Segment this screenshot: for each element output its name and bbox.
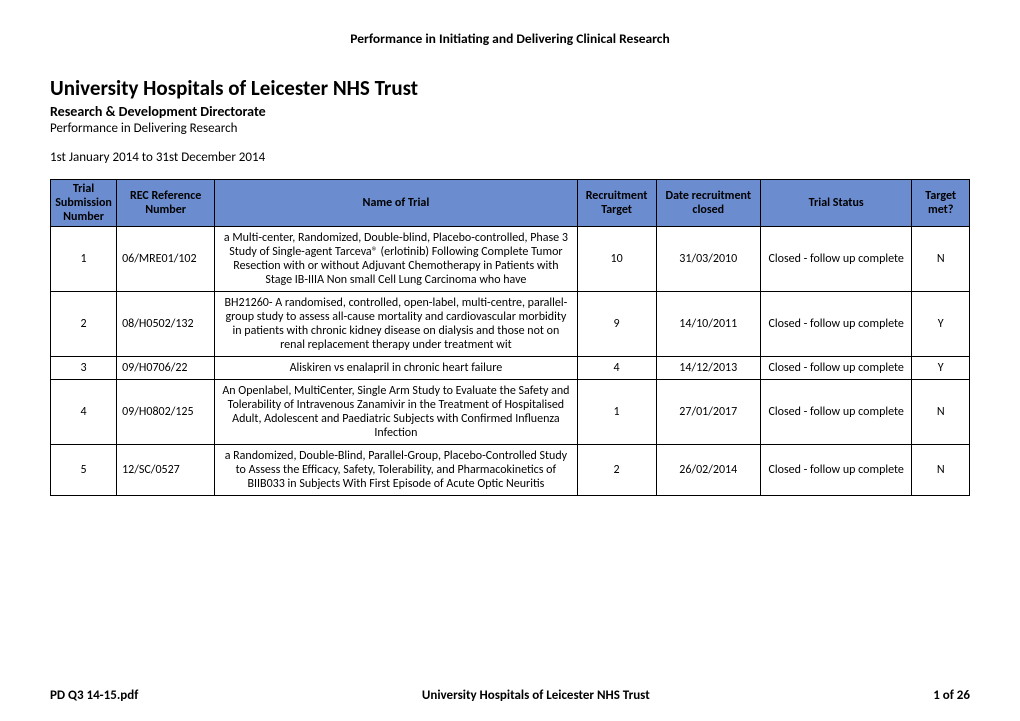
- cell-rec: 06/MRE01/102: [117, 227, 215, 292]
- col-recruitment-target: Recruitment Target: [577, 180, 656, 227]
- cell-met: Y: [912, 357, 970, 380]
- cell-num: 5: [51, 445, 117, 496]
- cell-target: 10: [577, 227, 656, 292]
- table-row: 2 08/H0502/132 BH21260- A randomised, co…: [51, 292, 970, 357]
- cell-trial-name: Aliskiren vs enalapril in chronic heart …: [215, 357, 577, 380]
- cell-num: 3: [51, 357, 117, 380]
- cell-rec: 09/H0802/125: [117, 380, 215, 445]
- cell-date: 14/12/2013: [656, 357, 760, 380]
- date-range: 1st January 2014 to 31st December 2014: [50, 150, 970, 165]
- sub-subtitle: Performance in Delivering Research: [50, 121, 970, 136]
- table-row: 3 09/H0706/22 Aliskiren vs enalapril in …: [51, 357, 970, 380]
- cell-trial-name: a Multi-center, Randomized, Double-blind…: [215, 227, 577, 292]
- cell-trial-name: An Openlabel, MultiCenter, Single Arm St…: [215, 380, 577, 445]
- table-row: 1 06/MRE01/102 a Multi-center, Randomize…: [51, 227, 970, 292]
- cell-met: N: [912, 445, 970, 496]
- trials-table: Trial Submission Number REC Reference Nu…: [50, 179, 970, 496]
- cell-date: 14/10/2011: [656, 292, 760, 357]
- cell-status: Closed - follow up complete: [761, 292, 912, 357]
- table-header-row: Trial Submission Number REC Reference Nu…: [51, 180, 970, 227]
- col-target-met: Target met?: [912, 180, 970, 227]
- cell-status: Closed - follow up complete: [761, 445, 912, 496]
- cell-target: 9: [577, 292, 656, 357]
- cell-status: Closed - follow up complete: [761, 357, 912, 380]
- cell-date: 31/03/2010: [656, 227, 760, 292]
- cell-met: N: [912, 380, 970, 445]
- cell-trial-name: a Randomized, Double-Blind, Parallel-Gro…: [215, 445, 577, 496]
- cell-num: 4: [51, 380, 117, 445]
- cell-num: 2: [51, 292, 117, 357]
- subtitle: Research & Development Directorate: [50, 103, 970, 120]
- cell-date: 27/01/2017: [656, 380, 760, 445]
- cell-target: 4: [577, 357, 656, 380]
- col-name-of-trial: Name of Trial: [215, 180, 577, 227]
- col-trial-number: Trial Submission Number: [51, 180, 117, 227]
- cell-met: N: [912, 227, 970, 292]
- cell-status: Closed - follow up complete: [761, 380, 912, 445]
- col-date-closed: Date recruitment closed: [656, 180, 760, 227]
- table-row: 5 12/SC/0527 a Randomized, Double-Blind,…: [51, 445, 970, 496]
- cell-met: Y: [912, 292, 970, 357]
- cell-date: 26/02/2014: [656, 445, 760, 496]
- footer-org: University Hospitals of Leicester NHS Tr…: [422, 688, 650, 703]
- cell-rec: 12/SC/0527: [117, 445, 215, 496]
- document-page: Performance in Initiating and Delivering…: [0, 0, 1020, 721]
- col-rec-reference: REC Reference Number: [117, 180, 215, 227]
- footer-filename: PD Q3 14-15.pdf: [50, 688, 138, 703]
- cell-rec: 09/H0706/22: [117, 357, 215, 380]
- col-trial-status: Trial Status: [761, 180, 912, 227]
- main-title: University Hospitals of Leicester NHS Tr…: [50, 75, 970, 101]
- cell-trial-name: BH21260- A randomised, controlled, open-…: [215, 292, 577, 357]
- cell-num: 1: [51, 227, 117, 292]
- cell-rec: 08/H0502/132: [117, 292, 215, 357]
- footer-page-number: 1 of 26: [933, 688, 970, 703]
- document-header: Performance in Initiating and Delivering…: [50, 30, 970, 47]
- table-row: 4 09/H0802/125 An Openlabel, MultiCenter…: [51, 380, 970, 445]
- cell-target: 2: [577, 445, 656, 496]
- cell-target: 1: [577, 380, 656, 445]
- cell-status: Closed - follow up complete: [761, 227, 912, 292]
- page-footer: PD Q3 14-15.pdf University Hospitals of …: [50, 688, 970, 703]
